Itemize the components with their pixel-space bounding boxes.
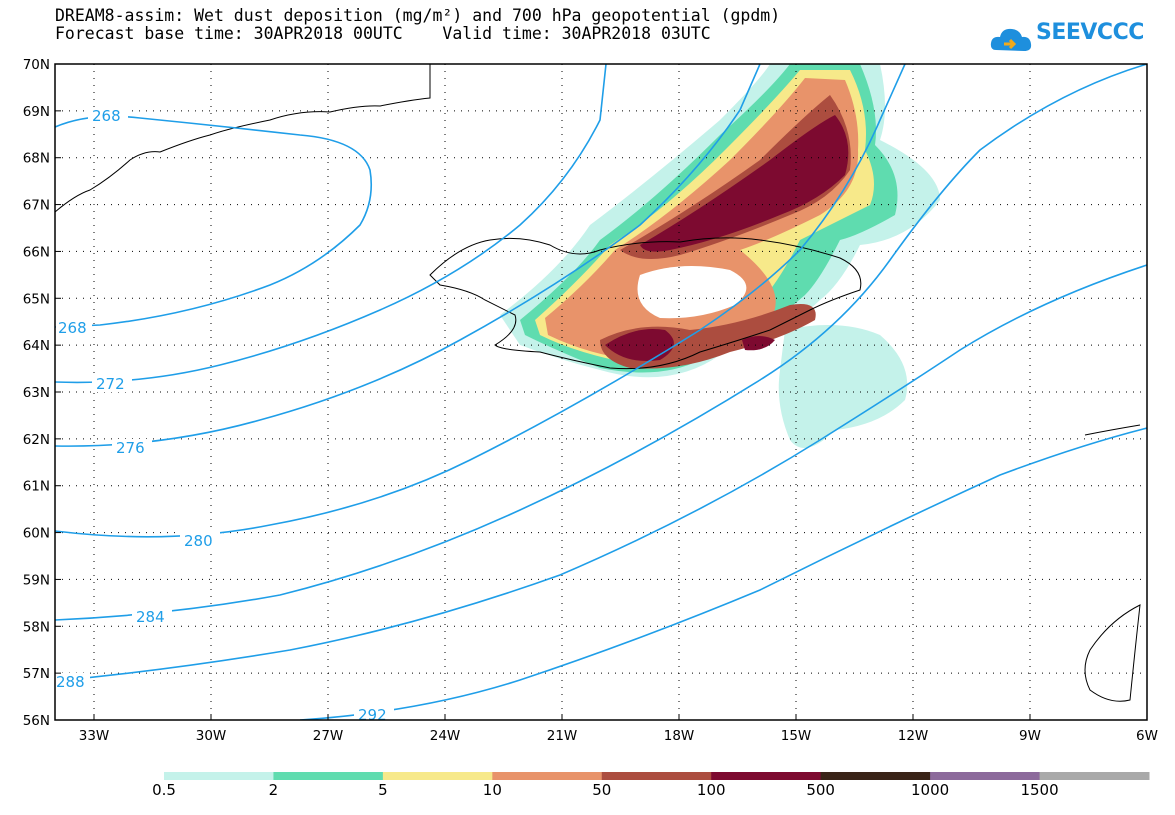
colorbar-swatch bbox=[601, 772, 712, 780]
colorbar-label: 10 bbox=[482, 781, 502, 799]
lat-label: 62N bbox=[23, 432, 50, 448]
colorbar-swatch bbox=[1039, 772, 1150, 780]
colorbar-swatch bbox=[273, 772, 384, 780]
lat-label: 61N bbox=[23, 479, 50, 495]
colorbar-swatch bbox=[382, 772, 493, 780]
lat-label: 69N bbox=[23, 104, 50, 120]
contour-label: 272 bbox=[96, 375, 125, 393]
lat-label: 68N bbox=[23, 151, 50, 167]
geopotential-contours bbox=[55, 64, 1147, 720]
lat-label: 60N bbox=[23, 526, 50, 542]
lon-label: 12W bbox=[898, 728, 929, 744]
colorbar-label: 5 bbox=[378, 781, 388, 799]
colorbar-label: 100 bbox=[696, 781, 726, 799]
lon-label: 33W bbox=[79, 728, 110, 744]
contour-labels: 268 268 272 276 280 284 288 292 bbox=[54, 107, 394, 724]
lon-label: 24W bbox=[430, 728, 461, 744]
contour-label: 268 bbox=[92, 107, 121, 125]
lon-label: 27W bbox=[313, 728, 344, 744]
lat-label: 67N bbox=[23, 198, 50, 214]
contour-label: 292 bbox=[358, 706, 387, 724]
contour-label: 280 bbox=[184, 532, 213, 550]
coastline bbox=[55, 64, 1141, 702]
colorbar bbox=[164, 772, 1150, 780]
logo-text: SEEVCCC bbox=[1036, 20, 1144, 45]
lon-label: 30W bbox=[196, 728, 227, 744]
lon-label: 6W bbox=[1136, 728, 1158, 744]
colorbar-swatch bbox=[930, 772, 1041, 780]
colorbar-label: 2 bbox=[268, 781, 279, 799]
lat-label: 65N bbox=[23, 291, 50, 307]
colorbar-label: 1500 bbox=[1020, 781, 1059, 799]
lat-label: 64N bbox=[23, 338, 50, 354]
contour-label: 288 bbox=[56, 673, 85, 691]
colorbar-swatch bbox=[492, 772, 603, 780]
lat-label: 70N bbox=[23, 57, 50, 73]
lat-label: 66N bbox=[23, 244, 50, 260]
colorbar-swatch bbox=[711, 772, 822, 780]
lon-label: 18W bbox=[664, 728, 695, 744]
contour-label: 284 bbox=[136, 608, 165, 626]
lon-label: 15W bbox=[781, 728, 812, 744]
map-subtitle: Forecast base time: 30APR2018 00UTC Vali… bbox=[55, 24, 711, 43]
longitude-labels: 33W 30W 27W 24W 21W 18W 15W 12W 9W 6W bbox=[79, 728, 1158, 744]
colorbar-label: 50 bbox=[592, 781, 612, 799]
lat-label: 59N bbox=[23, 572, 50, 588]
axis-ticks bbox=[55, 63, 1148, 721]
contour-label: 276 bbox=[116, 439, 145, 457]
map-title: DREAM8-assim: Wet dust deposition (mg/m²… bbox=[55, 6, 781, 25]
lat-label: 58N bbox=[23, 619, 50, 635]
lat-label: 63N bbox=[23, 385, 50, 401]
graticule bbox=[55, 64, 1147, 720]
lat-label: 57N bbox=[23, 666, 50, 682]
colorbar-swatch bbox=[164, 772, 274, 780]
colorbar-swatch bbox=[820, 772, 931, 780]
colorbar-label: 1000 bbox=[911, 781, 950, 799]
contour-label: 268 bbox=[58, 319, 87, 337]
latitude-labels: 70N 69N 68N 67N 66N 65N 64N 63N 62N 61N 60N 59N 58N 5… bbox=[23, 57, 50, 729]
lon-label: 9W bbox=[1019, 728, 1041, 744]
lat-label: 56N bbox=[23, 713, 50, 729]
colorbar-label: 500 bbox=[806, 781, 835, 799]
cloud-icon bbox=[990, 28, 1032, 51]
dust-deposition-field bbox=[500, 64, 940, 448]
colorbar-label: 0.5 bbox=[152, 781, 176, 799]
lon-label: 21W bbox=[547, 728, 578, 744]
